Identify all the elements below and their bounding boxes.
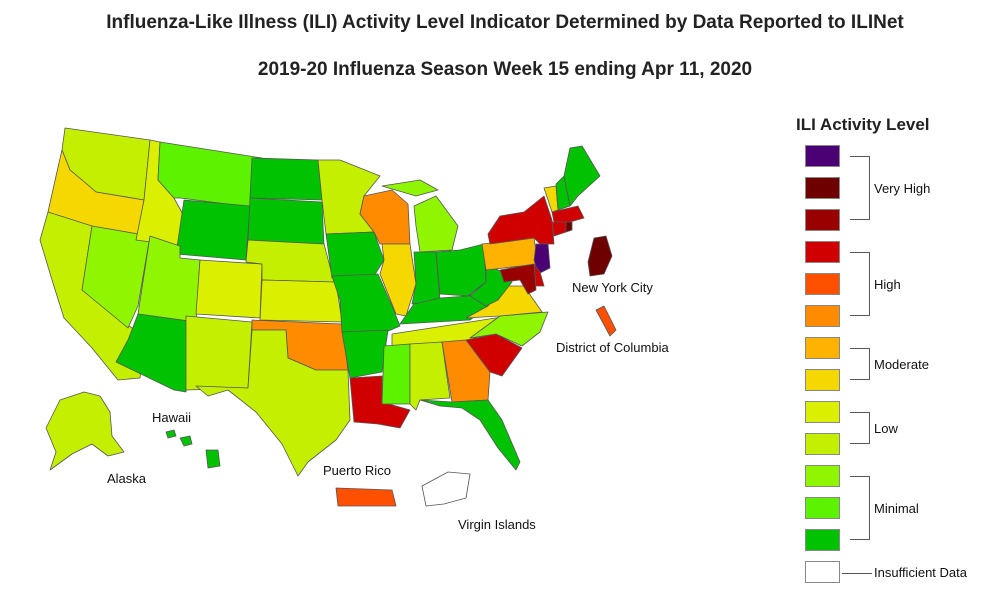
label-alaska: Alaska [107,471,147,486]
legend-group-high: High [874,277,901,292]
legend-bracket-very-high [850,156,870,220]
state-AK[interactable] [45,391,125,471]
legend-swatch-level-2 [805,497,840,519]
legend-swatch-level-9 [805,273,840,295]
legend-swatch-level-13 [805,145,840,167]
legend-swatch-level-11 [805,209,840,231]
legend-swatch-level-1 [805,529,840,551]
legend-swatch-level-4 [805,433,840,455]
state-DC[interactable] [595,305,617,337]
legend-swatch-level-7 [805,337,840,359]
label-virgin-islands: Virgin Islands [458,517,536,532]
state-MD[interactable] [499,263,537,295]
state-TX[interactable] [195,329,351,477]
state-IN[interactable] [411,251,441,305]
state-RI[interactable] [565,221,573,233]
state-NM[interactable] [185,315,253,391]
legend-group-insufficient: Insufficient Data [874,565,967,580]
state-SD[interactable] [247,197,325,247]
legend-swatch-level-12 [805,177,840,199]
state-MO[interactable] [331,273,401,333]
state-IL[interactable] [379,243,417,317]
state-MT[interactable] [157,141,263,209]
legend-swatch-level-10 [805,241,840,263]
state-FL[interactable] [419,399,521,471]
state-CT[interactable] [551,221,567,237]
map-subtitle: 2019-20 Influenza Season Week 15 ending … [257,59,753,80]
state-HI[interactable] [165,429,221,469]
state-VI[interactable] [421,471,471,507]
state-AR[interactable] [341,329,389,379]
state-ND[interactable] [249,157,323,201]
map-title: Influenza-Like Illness (ILI) Activity Le… [106,12,904,33]
legend-swatch-level-6 [805,369,840,391]
state-GA[interactable] [441,339,491,403]
state-IA[interactable] [325,231,385,279]
state-WY[interactable] [175,199,251,261]
label-nyc: New York City [572,280,653,295]
legend-bracket-minimal [850,476,870,540]
legend-swatch-level-5 [805,401,840,423]
legend-tick-insufficient [842,573,872,574]
legend-swatch-level-8 [805,305,840,327]
state-MA[interactable] [551,205,585,223]
legend-group-very-high: Very High [874,181,931,196]
state-NY[interactable] [487,195,555,245]
state-CO[interactable] [195,259,263,319]
legend-group-low: Low [874,421,898,436]
label-hawaii: Hawaii [152,410,192,425]
legend-bracket-high [850,252,870,316]
legend-group-minimal: Minimal [874,501,919,516]
state-MI[interactable] [381,179,459,253]
state-MS[interactable] [381,343,411,405]
label-puerto-rico: Puerto Rico [323,463,391,478]
label-dc: District of Columbia [556,340,669,355]
state-NYC[interactable] [587,235,613,277]
us-map [39,127,617,507]
legend-bracket-low [850,412,870,444]
legend-swatch-level-0 [805,561,840,583]
state-LA[interactable] [349,375,411,429]
state-ME[interactable] [563,145,601,207]
state-PR[interactable] [335,487,397,507]
legend-swatch-level-3 [805,465,840,487]
legend-group-moderate: Moderate [874,357,929,372]
state-KS[interactable] [259,279,343,323]
state-NJ[interactable] [533,243,551,275]
legend-title: ILI Activity Level [796,115,930,134]
legend-bracket-moderate [850,348,870,380]
